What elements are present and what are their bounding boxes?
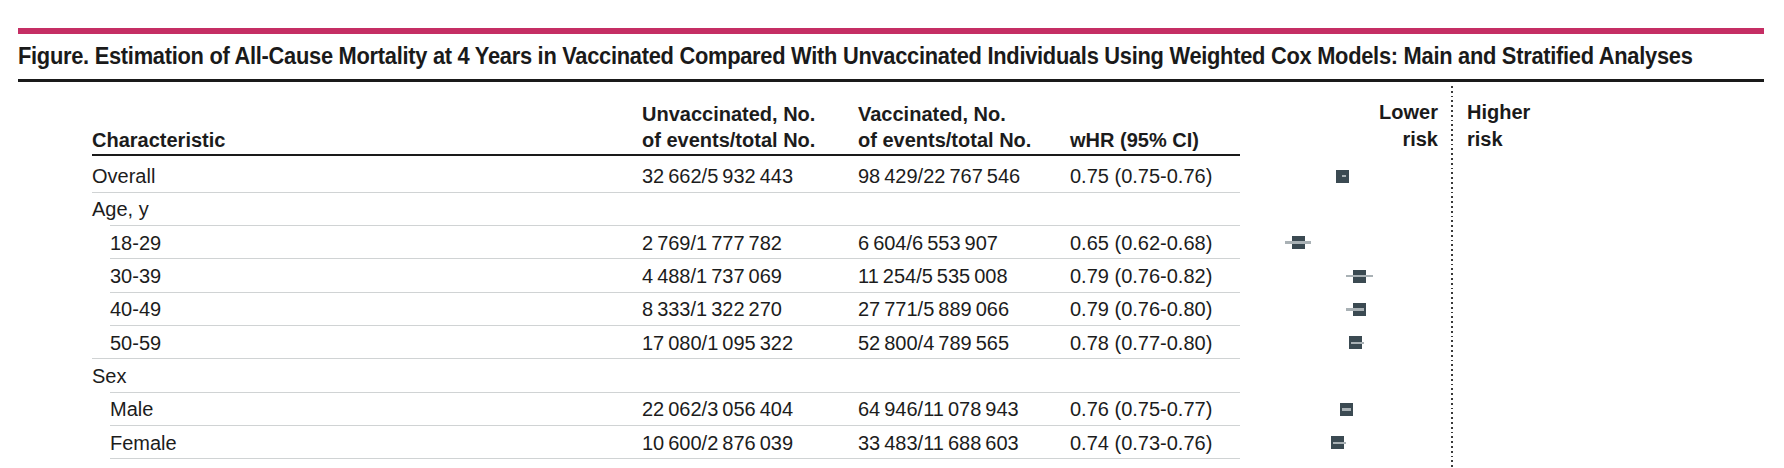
lower-risk-label: Lower risk — [1288, 99, 1438, 153]
ci-whisker — [1351, 342, 1364, 345]
ci-whisker — [1342, 175, 1346, 178]
reference-line — [1451, 86, 1453, 468]
ci-whisker — [1333, 442, 1346, 445]
ci-whisker — [1285, 241, 1311, 244]
ci-whisker — [1346, 308, 1364, 311]
ci-whisker — [1342, 408, 1351, 411]
forest-plot: Lower risk Higher risk — [0, 0, 1784, 468]
higher-risk-label: Higher risk — [1467, 99, 1530, 153]
ci-whisker — [1346, 275, 1372, 278]
